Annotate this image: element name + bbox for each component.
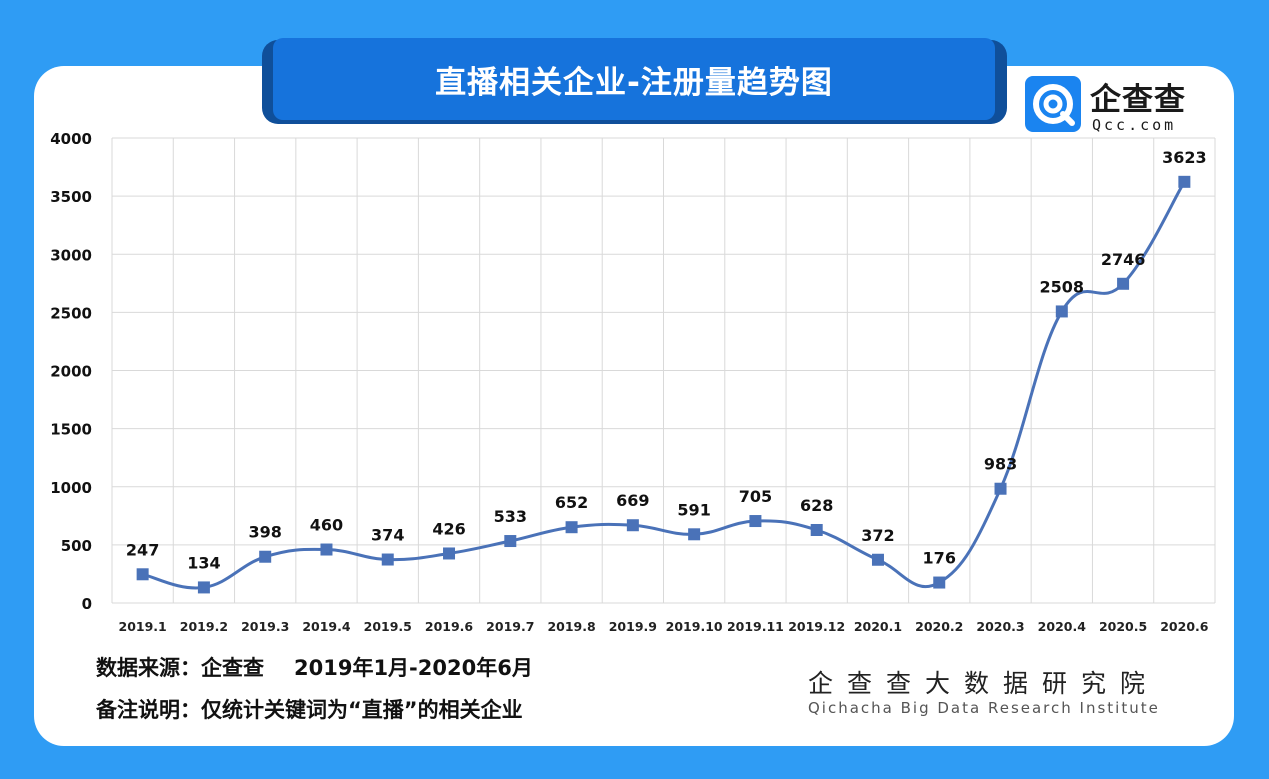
data-label: 983 bbox=[984, 455, 1017, 474]
x-tick-label: 2020.1 bbox=[854, 619, 902, 634]
y-tick-label: 3500 bbox=[50, 188, 92, 206]
x-tick-label: 2019.10 bbox=[666, 619, 723, 634]
x-tick-label: 2019.5 bbox=[364, 619, 412, 634]
data-point bbox=[810, 523, 823, 536]
y-axis-ticks: 0 500 1000 1500 2000 2500 3000 3500 4000 bbox=[50, 130, 92, 613]
data-period: 2019年1月-2020年6月 bbox=[294, 656, 533, 680]
x-tick-label: 2019.8 bbox=[547, 619, 595, 634]
institute-name-cn: 企查查大数据研究院 bbox=[808, 669, 1160, 698]
data-point bbox=[1117, 277, 1130, 290]
data-label: 669 bbox=[616, 491, 649, 510]
footnote: 备注说明：仅统计关键词为“直播”的相关企业 bbox=[96, 698, 523, 722]
data-label: 426 bbox=[432, 519, 465, 538]
x-tick-label: 2020.3 bbox=[976, 619, 1024, 634]
data-label: 591 bbox=[677, 500, 710, 519]
data-point bbox=[504, 535, 517, 548]
chart-card bbox=[34, 66, 1234, 746]
data-point bbox=[443, 547, 456, 560]
data-label: 3623 bbox=[1162, 148, 1207, 167]
y-tick-label: 3000 bbox=[50, 246, 92, 264]
x-tick-label: 2019.7 bbox=[486, 619, 534, 634]
data-label: 247 bbox=[126, 540, 159, 559]
logo-domain: Qcc.com bbox=[1092, 116, 1177, 134]
x-tick-label: 2019.6 bbox=[425, 619, 474, 634]
data-point bbox=[688, 528, 701, 541]
data-source-label: 数据来源：企查查 bbox=[96, 656, 264, 680]
x-tick-label: 2020.2 bbox=[915, 619, 963, 634]
data-label: 460 bbox=[310, 516, 343, 535]
series-markers bbox=[136, 175, 1191, 594]
data-point bbox=[871, 553, 884, 566]
x-axis-ticks: 2019.1 2019.2 2019.3 2019.4 2019.5 2019.6 2019… bbox=[119, 619, 1209, 634]
data-label: 176 bbox=[923, 549, 956, 568]
x-tick-label: 2019.4 bbox=[302, 619, 351, 634]
x-tick-label: 2019.12 bbox=[788, 619, 845, 634]
data-point bbox=[994, 482, 1007, 495]
x-tick-label: 2019.2 bbox=[180, 619, 228, 634]
chart-grid bbox=[111, 137, 1216, 604]
x-tick-label: 2019.3 bbox=[241, 619, 289, 634]
y-tick-label: 1000 bbox=[50, 479, 92, 497]
data-label: 372 bbox=[861, 526, 894, 545]
y-tick-label: 2000 bbox=[50, 363, 92, 381]
institute-name-en: Qichacha Big Data Research Institute bbox=[808, 699, 1160, 717]
data-point bbox=[626, 519, 639, 532]
data-label: 398 bbox=[248, 523, 281, 542]
qcc-logo-icon bbox=[1025, 76, 1081, 132]
x-tick-label: 2019.1 bbox=[119, 619, 167, 634]
x-tick-label: 2019.9 bbox=[609, 619, 657, 634]
x-tick-label: 2019.11 bbox=[727, 619, 784, 634]
data-point bbox=[259, 550, 272, 563]
data-source: 数据来源：企查查 2019年1月-2020年6月 bbox=[96, 652, 533, 682]
data-point bbox=[381, 553, 394, 566]
chart-title: 直播相关企业-注册量趋势图 bbox=[273, 38, 995, 120]
data-point bbox=[1178, 175, 1191, 188]
data-point bbox=[565, 521, 578, 534]
data-label: 652 bbox=[555, 493, 588, 512]
y-tick-label: 4000 bbox=[50, 130, 92, 148]
data-labels: 247 134 398 460 374 426 533 652 669 591 705 628 372 1… bbox=[126, 148, 1207, 573]
data-label: 533 bbox=[494, 507, 527, 526]
data-point bbox=[1055, 305, 1068, 318]
data-label: 705 bbox=[739, 487, 772, 506]
data-label: 628 bbox=[800, 496, 833, 515]
data-label: 2508 bbox=[1040, 277, 1085, 296]
data-label: 374 bbox=[371, 526, 404, 545]
x-tick-label: 2020.5 bbox=[1099, 619, 1147, 634]
data-point bbox=[320, 543, 333, 556]
data-point bbox=[749, 515, 762, 528]
logo-name: 企查查 bbox=[1090, 82, 1186, 118]
x-tick-label: 2020.6 bbox=[1160, 619, 1209, 634]
x-tick-label: 2020.4 bbox=[1038, 619, 1087, 634]
data-label: 2746 bbox=[1101, 250, 1146, 269]
y-tick-label: 500 bbox=[61, 537, 92, 555]
data-point bbox=[197, 581, 210, 594]
y-tick-label: 2500 bbox=[50, 304, 92, 322]
data-point bbox=[933, 576, 946, 589]
data-label: 134 bbox=[187, 553, 220, 572]
data-point bbox=[136, 568, 149, 581]
y-tick-label: 1500 bbox=[50, 421, 92, 439]
y-tick-label: 0 bbox=[82, 595, 92, 613]
